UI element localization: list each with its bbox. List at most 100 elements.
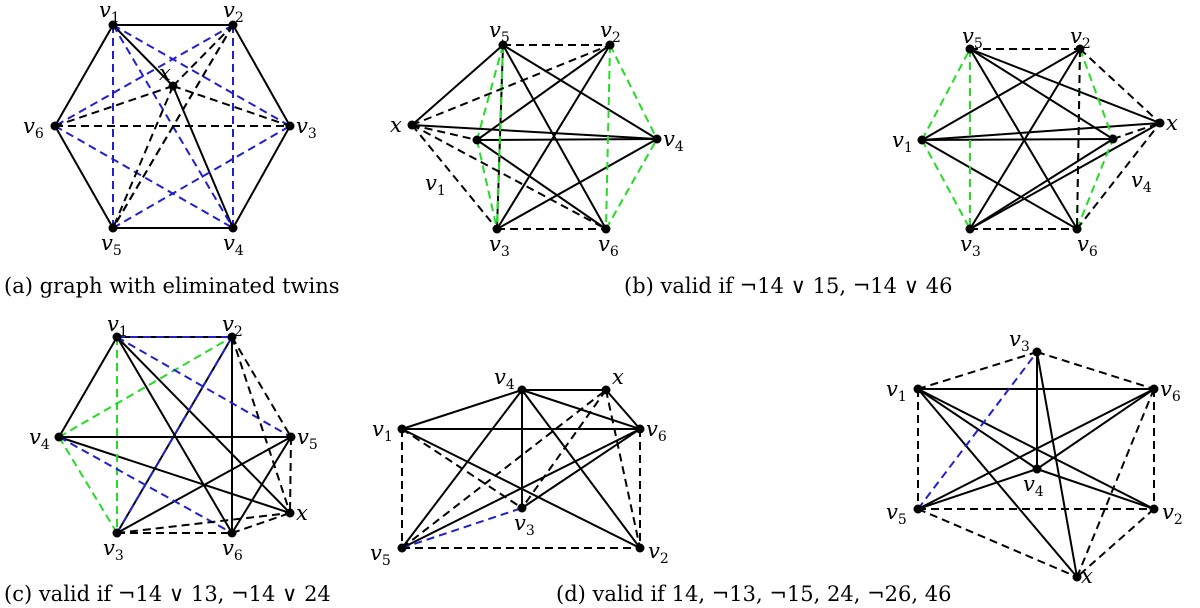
- caption-a: (a) graph with eliminated twins: [4, 274, 340, 298]
- vertex-v3: [1032, 347, 1042, 357]
- vertex-v4: [652, 134, 662, 144]
- edge-v6-v4-green-dashed: [605, 138, 658, 230]
- vertex-label-v6: v6: [598, 232, 619, 260]
- edge-x-v4-solid: [411, 124, 658, 140]
- edge-v2-v6-dashed: [1076, 48, 1081, 230]
- vertex-x: [1072, 572, 1082, 582]
- vertex-label-v2: v2: [600, 18, 621, 46]
- edge-v4-v5-solid: [917, 468, 1038, 510]
- edge-v1-v4-solid: [476, 138, 658, 141]
- vertex-v6: [601, 224, 611, 234]
- vertex-v4: [517, 385, 527, 395]
- graph-d-right: v3 v1 v6 v4 v5 v2 x: [886, 327, 1183, 588]
- edge-v5-x-dashed: [917, 508, 1078, 578]
- edge-x-v2-dashed: [172, 24, 234, 87]
- vertex-label-x: x: [159, 61, 171, 85]
- vertex-label-v1: v1: [886, 377, 907, 405]
- vertex-v1: [397, 424, 407, 434]
- edge-v1-v5-green-dashed: [921, 48, 971, 141]
- vertex-label-v6: v6: [23, 114, 44, 142]
- edges: [401, 389, 641, 549]
- vertex-v2: [1075, 44, 1085, 54]
- edge-v5-v6-solid: [231, 436, 292, 534]
- vertex-label-v3: v3: [960, 232, 981, 260]
- vertex-v3: [112, 528, 122, 538]
- vertex-label-v6: v6: [646, 417, 667, 445]
- edge-v3-x-solid: [969, 122, 1161, 230]
- edge-v1-v6-solid: [921, 139, 1078, 230]
- edge-x-v1-dashed: [411, 124, 478, 141]
- edge-v1-x-solid: [116, 336, 291, 514]
- edge-v1-v3-dashed: [917, 351, 1038, 390]
- edge-v1-v4-solid: [921, 138, 1114, 141]
- edge-v1-x-solid: [112, 24, 174, 87]
- vertex-v3: [492, 224, 502, 234]
- edge-v4-v2-green-dashed: [58, 336, 233, 438]
- edge-x-v5-dashed: [112, 85, 174, 229]
- edges: [58, 336, 292, 534]
- vertices: v3 v1 v6 v4 v5 v2 x: [886, 327, 1183, 588]
- edge-x-v2-dashed: [411, 44, 611, 126]
- edge-v1-v4-solid: [401, 389, 523, 430]
- edge-v4-v3-green-dashed: [58, 436, 118, 534]
- vertex-v2: [605, 40, 615, 50]
- edge-v5-v6-solid: [917, 388, 1155, 510]
- vertex-label-x: x: [612, 365, 624, 389]
- edge-v3-x-dashed: [116, 512, 291, 534]
- vertex-label-x: x: [390, 113, 402, 137]
- edge-v5-v3-blue-dashed: [112, 125, 291, 229]
- vertex-v3: [285, 121, 295, 131]
- vertex-label-v3: v3: [489, 232, 510, 260]
- vertex-v4: [1108, 134, 1118, 144]
- edge-v1-v5-blue-dashed: [116, 336, 292, 438]
- vertex-v6: [227, 528, 237, 538]
- vertex-v5: [965, 44, 975, 54]
- vertex-v2: [1149, 504, 1159, 514]
- edge-v6-v4-green-dashed: [1076, 138, 1114, 230]
- vertex-v1: [112, 332, 122, 342]
- vertex-v6: [1149, 384, 1159, 394]
- edge-v4-v6-blue-dashed: [58, 436, 233, 534]
- edge-x-v2-dashed: [605, 389, 641, 549]
- vertex-label-v2: v2: [1070, 24, 1091, 52]
- edge-v2-x-dashed: [1079, 48, 1161, 124]
- edge-v5-v3-blue-dashed: [917, 351, 1038, 510]
- edge-v5-v6-solid: [401, 428, 641, 549]
- edge-v2-v5-dashed: [231, 336, 292, 438]
- vertex-label-v4: v4: [663, 127, 684, 155]
- vertex-label-v5: v5: [886, 500, 907, 528]
- edge-v1-v2-solid: [921, 48, 1081, 141]
- vertex-label-v3: v3: [103, 536, 124, 564]
- vertex-v5: [108, 223, 118, 233]
- vertex-label-v6: v6: [1077, 232, 1098, 260]
- edge-v1-v3-green-dashed: [476, 139, 498, 230]
- vertex-v4: [228, 223, 238, 233]
- vertex-v3: [517, 503, 527, 513]
- edge-v1-v3-green-dashed: [921, 139, 971, 230]
- graph-d-left: v4 x v1 v6 v3 v5 v2: [370, 365, 669, 569]
- edge-x-v3-dashed: [411, 124, 498, 230]
- edge-v5-v3-green-dashed: [496, 44, 504, 230]
- vertex-x: [1155, 118, 1165, 128]
- edge-v2-x-dashed: [231, 336, 291, 514]
- vertex-v6: [1072, 224, 1082, 234]
- edge-x-v6-dashed: [1076, 388, 1155, 578]
- vertex-v5: [286, 432, 296, 442]
- vertices: v5 v2 v1 x v4 v3 v6: [892, 24, 1178, 260]
- edge-v4-v6-solid: [1036, 388, 1155, 470]
- edges: [54, 24, 291, 229]
- vertex-v2: [635, 543, 645, 553]
- vertex-label-v4: v4: [29, 425, 50, 453]
- vertex-v4: [1032, 464, 1042, 474]
- edge-v6-x-dashed: [1076, 122, 1161, 230]
- edge-v5-x-dashed: [401, 389, 607, 549]
- edge-x-v6-solid: [605, 389, 641, 430]
- vertex-v1: [917, 135, 927, 145]
- edge-v3-x-solid: [1036, 351, 1078, 578]
- edge-v2-v3-solid: [232, 24, 291, 127]
- vertex-label-v6: v6: [222, 536, 243, 564]
- vertex-v5: [397, 543, 407, 553]
- edge-v1-v2-solid: [476, 44, 611, 141]
- vertex-label-v5: v5: [297, 425, 318, 453]
